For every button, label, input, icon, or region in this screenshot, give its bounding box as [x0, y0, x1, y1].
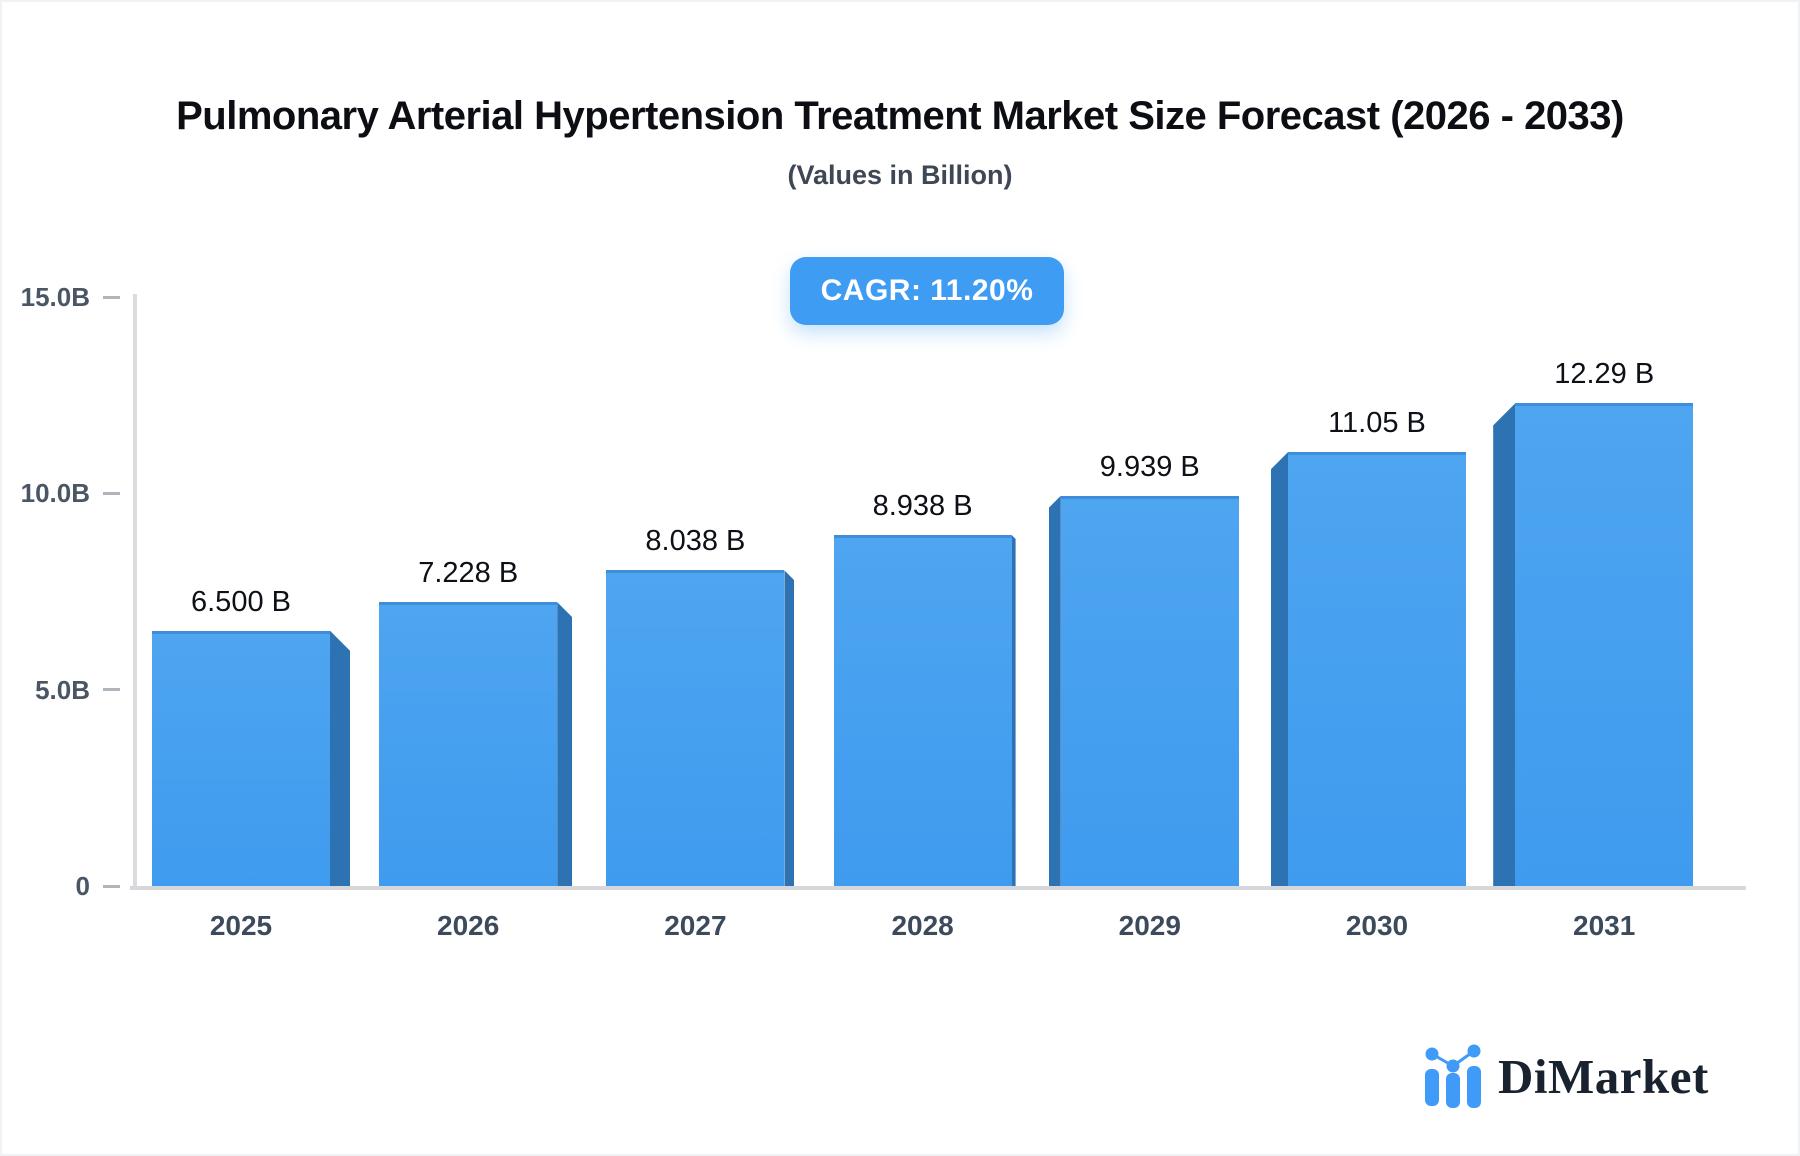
bar-value-label-2027: 8.038 B: [645, 525, 746, 558]
bar-value-label-2030: 11.05 B: [1328, 407, 1426, 440]
bar-side-2027: [784, 570, 795, 886]
y-axis-tick: [103, 884, 120, 888]
chart-subtitle: (Values in Billion): [787, 160, 1013, 190]
x-axis-label-2025: 2025: [209, 910, 273, 941]
bar-side-2026: [557, 602, 573, 886]
y-axis-line: [133, 294, 137, 888]
bar-value-label-2031: 12.29 B: [1554, 358, 1655, 391]
x-axis-label-2030: 2030: [1345, 910, 1409, 941]
y-axis-tick-label: 0: [75, 871, 90, 901]
bar-2026: [379, 602, 558, 886]
bar-value-label-2025: 6.500 B: [191, 585, 291, 618]
x-axis-label-2031: 2031: [1573, 910, 1636, 941]
y-axis-tick-label: 15.0B: [20, 282, 90, 312]
bar-2027: [606, 570, 785, 886]
cagr-badge-label: CAGR: 11.20%: [820, 274, 1034, 307]
bar-value-label-2026: 7.228 B: [418, 557, 519, 590]
cagr-badge: CAGR: 11.20%: [790, 257, 1064, 325]
bar-2025: [152, 630, 330, 886]
x-axis-label-2029: 2029: [1118, 910, 1181, 941]
y-axis-tick: [103, 688, 120, 692]
y-axis-tick-label: 10.0B: [20, 478, 90, 509]
bar-chart-logo-icon: [1425, 1044, 1481, 1108]
bar-2030: [1288, 452, 1466, 886]
bar-side-2029: [1048, 495, 1061, 886]
bar-2028: [833, 535, 1012, 886]
bar-value-label-2029: 9.939 B: [1099, 450, 1200, 483]
x-axis-baseline: [130, 886, 1746, 890]
chart-title: Pulmonary Arterial Hypertension Treatmen…: [176, 94, 1624, 138]
bar-side-2031: [1493, 403, 1516, 886]
x-axis-label-2026: 2026: [437, 910, 500, 941]
bar-2031: [1515, 403, 1694, 886]
bar-2029: [1060, 495, 1239, 886]
bar-side-2028: [1011, 535, 1016, 886]
bar-value-label-2028: 8.938 B: [872, 490, 973, 523]
y-axis-tick: [103, 295, 120, 299]
y-axis-tick: [103, 491, 120, 495]
bar-side-2025: [330, 630, 350, 886]
brand-name: DiMarket: [1498, 1048, 1709, 1104]
bar-side-2030: [1271, 452, 1288, 886]
y-axis-tick-label: 5.0B: [35, 674, 90, 705]
x-axis-label-2028: 2028: [891, 910, 954, 941]
x-axis-label-2027: 2027: [664, 910, 727, 941]
brand-logo: DiMarket: [1422, 1044, 1709, 1108]
